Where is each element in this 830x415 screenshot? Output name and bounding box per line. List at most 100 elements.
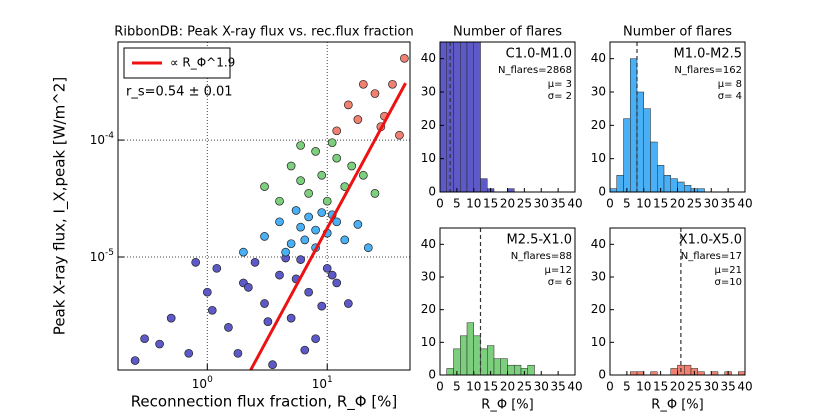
point: [343, 100, 353, 110]
tick-label: 0: [606, 197, 614, 211]
point: [304, 212, 314, 222]
point: [317, 208, 327, 217]
bar: [446, 368, 454, 375]
bar: [500, 358, 508, 375]
point: [281, 247, 290, 257]
tick-label: 40: [567, 380, 582, 394]
annotation: μ= 8: [718, 79, 742, 90]
point: [275, 217, 284, 227]
annotation: M2.5-X1.0: [506, 233, 572, 248]
bar: [466, 322, 474, 375]
tick-label: 30: [704, 380, 719, 394]
tick-base: 10: [192, 377, 207, 391]
tick-label: 0: [436, 380, 444, 394]
tick-label: 0: [428, 185, 436, 199]
point: [400, 54, 409, 63]
point: [233, 348, 243, 358]
tick-label: 101: [312, 375, 333, 391]
tick-label: 100: [192, 375, 213, 391]
tick-label: 30: [421, 270, 436, 284]
tick-label: 25: [687, 197, 702, 211]
tick-label: 10-5: [90, 247, 114, 263]
tick-label: 0: [606, 380, 614, 394]
point: [191, 257, 201, 267]
tick-label: 40: [421, 51, 436, 65]
y-axis-label: Peak X-ray flux, I_X,peak [W/m^2]: [51, 77, 70, 335]
annotation: σ=10: [715, 277, 742, 288]
annotation: r_s=0.54 ± 0.01: [126, 85, 233, 100]
point: [332, 126, 342, 136]
annotation: M1.0-M2.5: [674, 47, 742, 62]
point: [317, 170, 327, 180]
bar: [480, 178, 488, 192]
tick-label: 35: [720, 380, 735, 394]
point: [260, 182, 269, 191]
tick-label: 35: [550, 380, 565, 394]
point: [332, 153, 342, 163]
point: [296, 176, 305, 185]
annotation: N_flares=88: [511, 251, 572, 262]
bar: [630, 58, 638, 192]
annotation: N_flares=17: [681, 251, 742, 262]
point: [212, 263, 222, 273]
point: [296, 255, 305, 264]
bar: [663, 175, 671, 192]
annotation: N_flares=162: [674, 65, 742, 76]
tick-label: 0: [598, 368, 606, 382]
tick-base: 10: [90, 133, 105, 147]
annotation: X1.0-X5.0: [679, 233, 742, 248]
bar: [677, 181, 685, 192]
fit-line: [249, 82, 407, 370]
tick-label: 30: [534, 197, 549, 211]
tick-base: 10: [90, 249, 105, 263]
tick-label: 30: [591, 270, 606, 284]
annotation: σ= 6: [548, 277, 572, 288]
axes-frame: [439, 41, 576, 193]
point: [304, 287, 314, 297]
axes-frame: [609, 41, 746, 193]
tick-label: 35: [720, 197, 735, 211]
tick-label: 35: [550, 197, 565, 211]
tick-label: 40: [421, 237, 436, 251]
point: [286, 239, 296, 249]
point: [286, 313, 296, 323]
bar: [514, 364, 522, 375]
bar: [473, 335, 481, 375]
bar: [670, 368, 678, 375]
tick-label: 10: [591, 335, 606, 349]
tick-label: 10: [421, 151, 436, 165]
bar: [623, 118, 631, 192]
tick-exponent: 0: [207, 375, 213, 385]
point: [268, 360, 277, 370]
tick-label: 15: [653, 380, 668, 394]
tick-label: 20: [500, 197, 515, 211]
x-axis-label: R_Φ [%]: [481, 398, 533, 413]
point: [300, 235, 310, 245]
tick-label: 10: [421, 335, 436, 349]
bar: [466, 42, 474, 192]
x-axis-label: R_Φ [%]: [651, 398, 703, 413]
tick-label: 40: [737, 380, 752, 394]
tick-label: 0: [428, 368, 436, 382]
tick-label: 0: [436, 197, 444, 211]
tick-label: 20: [670, 197, 685, 211]
tick-exponent: -4: [105, 131, 114, 141]
tick-label: 20: [670, 380, 685, 394]
axes-frame: [439, 227, 576, 376]
annotation: μ=21: [715, 265, 742, 276]
point: [202, 287, 212, 297]
axes-frame: [609, 227, 746, 376]
bar: [636, 91, 644, 192]
tick-label: 20: [591, 302, 606, 316]
bar: [684, 364, 692, 375]
point: [363, 243, 373, 253]
point: [353, 220, 363, 229]
tick-label: 10-4: [90, 131, 115, 147]
point: [286, 161, 296, 171]
bar: [473, 42, 481, 192]
point: [327, 270, 337, 280]
point: [244, 282, 253, 292]
annotation: C1.0-M1.0: [506, 47, 572, 62]
tick-exponent: 1: [327, 375, 333, 385]
